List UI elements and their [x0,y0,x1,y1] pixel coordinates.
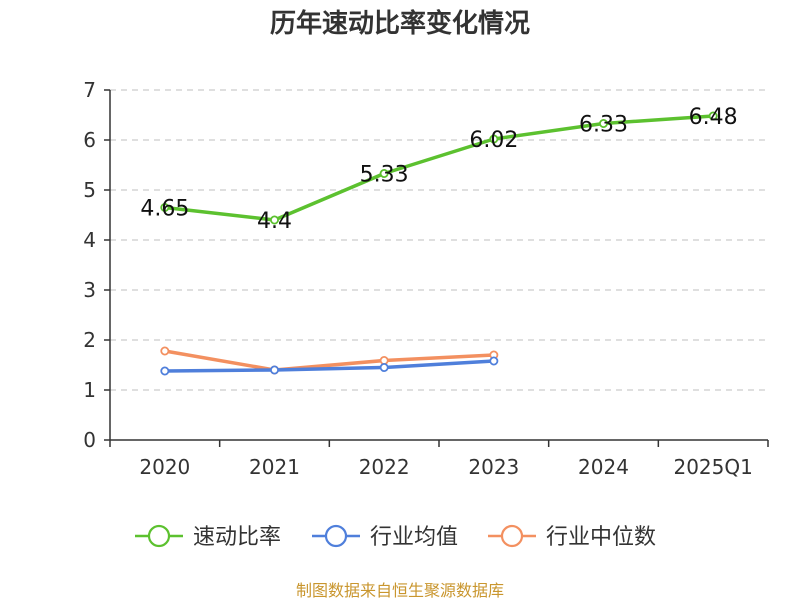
y-tick-label: 3 [83,278,96,302]
legend-item[interactable]: 速动比率 [135,524,281,550]
x-tick-label: 2021 [249,455,300,479]
x-tick-label: 2022 [359,455,410,479]
data-point[interactable] [489,134,499,144]
y-tick-label: 1 [83,378,96,402]
data-point[interactable] [489,356,499,366]
source-note: 制图数据来自恒生聚源数据库 [296,581,504,600]
legend-marker-icon [500,524,524,548]
x-tick-label: 2023 [468,455,519,479]
data-label: 6.48 [689,105,738,130]
y-tick-label: 7 [83,78,96,102]
data-point[interactable] [708,111,718,121]
y-tick-label: 6 [83,128,96,152]
data-point[interactable] [160,202,170,212]
series-layer: 4.65 4.4 5.33 6.02 6.33 6.48 [140,105,738,376]
series-line [164,359,494,373]
data-point[interactable] [379,168,389,178]
legend-marker-icon [324,524,348,548]
x-tick-label: 2025Q1 [673,455,752,479]
legend-label: 行业均值 [370,525,458,550]
x-tick-label: 2024 [578,455,629,479]
y-tick-label: 5 [83,178,96,202]
data-point[interactable] [269,365,279,375]
data-label: 6.02 [469,128,518,153]
data-point[interactable] [269,215,279,225]
data-label: 4.4 [257,209,292,234]
data-point[interactable] [160,366,170,376]
axis-layer: 0 1 2 3 4 5 6 7 2020 2021 2022 2023 2024 2025Q1 [83,78,769,479]
legend-label: 速动比率 [193,525,281,550]
legend-label: 行业中位数 [546,525,656,550]
y-tick-label: 0 [83,428,96,452]
chart-title: 历年速动比率变化情况 [270,8,530,39]
data-label: 5.33 [360,163,409,188]
y-tick-label: 2 [83,328,96,352]
data-point[interactable] [599,119,609,129]
legend-marker-icon [147,524,171,548]
series-line [164,349,494,372]
series-line [164,114,714,222]
data-label: 4.65 [140,197,189,222]
data-point[interactable] [379,362,389,372]
legend-item[interactable]: 行业中位数 [488,524,656,550]
data-label: 6.33 [579,113,628,138]
grid-layer [110,89,768,391]
x-tick-label: 2020 [139,455,190,479]
y-tick-label: 4 [83,228,96,252]
legend[interactable]: 速动比率 行业均值 行业中位数 [135,524,656,550]
legend-item[interactable]: 行业均值 [312,524,458,550]
data-point[interactable] [160,346,170,356]
